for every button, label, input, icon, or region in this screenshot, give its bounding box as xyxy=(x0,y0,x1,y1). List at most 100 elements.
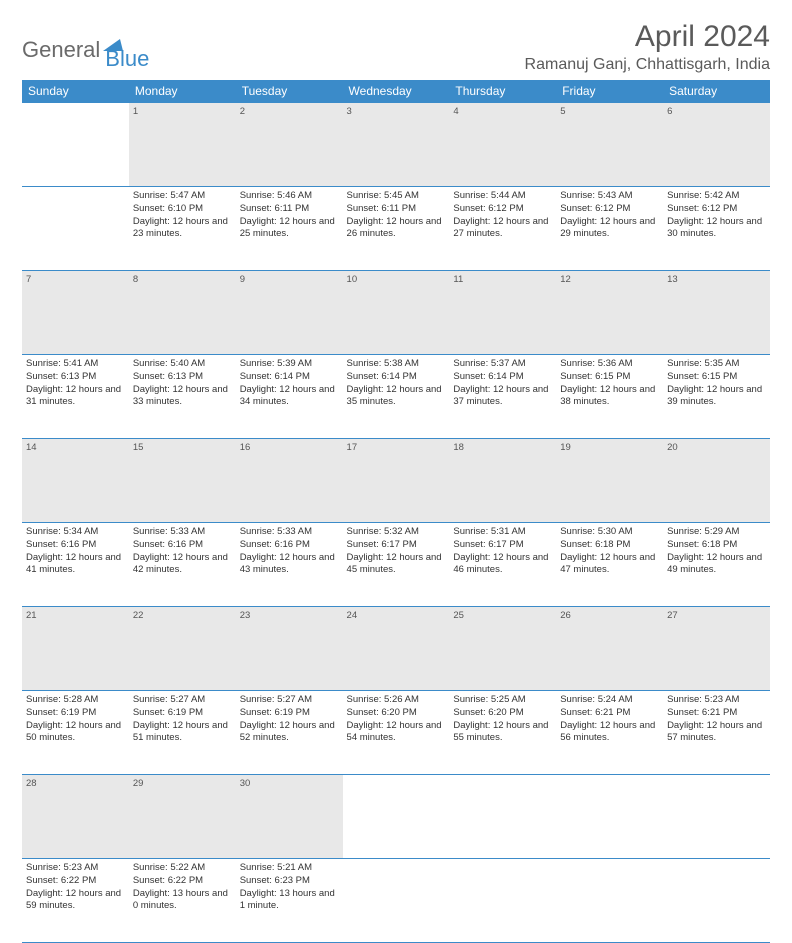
day-cell xyxy=(556,859,663,943)
daylight-text: Daylight: 12 hours and 43 minutes. xyxy=(240,552,339,578)
daylight-text: Daylight: 12 hours and 30 minutes. xyxy=(667,216,766,242)
sunrise-text: Sunrise: 5:28 AM xyxy=(26,694,125,707)
day-number: 25 xyxy=(449,607,556,691)
daylight-text: Daylight: 12 hours and 50 minutes. xyxy=(26,720,125,746)
daylight-text: Daylight: 12 hours and 41 minutes. xyxy=(26,552,125,578)
weekday-header: Monday xyxy=(129,80,236,103)
day-number: 1 xyxy=(129,103,236,187)
day-cell: Sunrise: 5:32 AMSunset: 6:17 PMDaylight:… xyxy=(343,523,450,607)
day-number-row: 21222324252627 xyxy=(22,607,770,691)
day-cell: Sunrise: 5:39 AMSunset: 6:14 PMDaylight:… xyxy=(236,355,343,439)
sunset-text: Sunset: 6:18 PM xyxy=(667,539,766,552)
day-number: 21 xyxy=(22,607,129,691)
day-cell: Sunrise: 5:23 AMSunset: 6:21 PMDaylight:… xyxy=(663,691,770,775)
day-cell: Sunrise: 5:33 AMSunset: 6:16 PMDaylight:… xyxy=(236,523,343,607)
sunrise-text: Sunrise: 5:33 AM xyxy=(240,526,339,539)
logo-text-blue: Blue xyxy=(105,46,149,72)
sunrise-text: Sunrise: 5:37 AM xyxy=(453,358,552,371)
sunrise-text: Sunrise: 5:39 AM xyxy=(240,358,339,371)
day-cell xyxy=(663,859,770,943)
sunset-text: Sunset: 6:13 PM xyxy=(26,371,125,384)
sunset-text: Sunset: 6:22 PM xyxy=(26,875,125,888)
daylight-text: Daylight: 12 hours and 42 minutes. xyxy=(133,552,232,578)
sunrise-text: Sunrise: 5:44 AM xyxy=(453,190,552,203)
day-number-row: 78910111213 xyxy=(22,271,770,355)
day-number xyxy=(343,775,450,859)
sunrise-text: Sunrise: 5:41 AM xyxy=(26,358,125,371)
sunset-text: Sunset: 6:20 PM xyxy=(347,707,446,720)
daylight-text: Daylight: 12 hours and 55 minutes. xyxy=(453,720,552,746)
daylight-text: Daylight: 12 hours and 47 minutes. xyxy=(560,552,659,578)
header: General Blue April 2024 Ramanuj Ganj, Ch… xyxy=(22,20,770,74)
day-cell: Sunrise: 5:28 AMSunset: 6:19 PMDaylight:… xyxy=(22,691,129,775)
sunset-text: Sunset: 6:19 PM xyxy=(26,707,125,720)
sunrise-text: Sunrise: 5:21 AM xyxy=(240,862,339,875)
day-number: 2 xyxy=(236,103,343,187)
sunset-text: Sunset: 6:21 PM xyxy=(667,707,766,720)
day-number: 27 xyxy=(663,607,770,691)
day-number: 23 xyxy=(236,607,343,691)
daylight-text: Daylight: 12 hours and 38 minutes. xyxy=(560,384,659,410)
day-cell: Sunrise: 5:27 AMSunset: 6:19 PMDaylight:… xyxy=(236,691,343,775)
day-number: 24 xyxy=(343,607,450,691)
weekday-header: Thursday xyxy=(449,80,556,103)
sunset-text: Sunset: 6:16 PM xyxy=(133,539,232,552)
day-number: 13 xyxy=(663,271,770,355)
day-cell: Sunrise: 5:42 AMSunset: 6:12 PMDaylight:… xyxy=(663,187,770,271)
sunrise-text: Sunrise: 5:46 AM xyxy=(240,190,339,203)
day-cell: Sunrise: 5:37 AMSunset: 6:14 PMDaylight:… xyxy=(449,355,556,439)
weekday-header: Wednesday xyxy=(343,80,450,103)
location-label: Ramanuj Ganj, Chhattisgarh, India xyxy=(525,56,770,74)
day-cell: Sunrise: 5:47 AMSunset: 6:10 PMDaylight:… xyxy=(129,187,236,271)
day-number: 19 xyxy=(556,439,663,523)
sunset-text: Sunset: 6:20 PM xyxy=(453,707,552,720)
day-content-row: Sunrise: 5:47 AMSunset: 6:10 PMDaylight:… xyxy=(22,187,770,271)
sunset-text: Sunset: 6:22 PM xyxy=(133,875,232,888)
logo: General Blue xyxy=(22,28,149,72)
sunrise-text: Sunrise: 5:29 AM xyxy=(667,526,766,539)
calendar-body: 123456Sunrise: 5:47 AMSunset: 6:10 PMDay… xyxy=(22,103,770,943)
daylight-text: Daylight: 12 hours and 49 minutes. xyxy=(667,552,766,578)
day-cell xyxy=(22,187,129,271)
day-number-row: 123456 xyxy=(22,103,770,187)
weekday-header: Saturday xyxy=(663,80,770,103)
day-content-row: Sunrise: 5:23 AMSunset: 6:22 PMDaylight:… xyxy=(22,859,770,943)
day-cell: Sunrise: 5:27 AMSunset: 6:19 PMDaylight:… xyxy=(129,691,236,775)
daylight-text: Daylight: 12 hours and 37 minutes. xyxy=(453,384,552,410)
daylight-text: Daylight: 12 hours and 25 minutes. xyxy=(240,216,339,242)
day-cell: Sunrise: 5:43 AMSunset: 6:12 PMDaylight:… xyxy=(556,187,663,271)
day-number: 5 xyxy=(556,103,663,187)
daylight-text: Daylight: 12 hours and 23 minutes. xyxy=(133,216,232,242)
day-cell: Sunrise: 5:35 AMSunset: 6:15 PMDaylight:… xyxy=(663,355,770,439)
day-cell: Sunrise: 5:41 AMSunset: 6:13 PMDaylight:… xyxy=(22,355,129,439)
sunrise-text: Sunrise: 5:45 AM xyxy=(347,190,446,203)
day-number: 20 xyxy=(663,439,770,523)
day-number: 4 xyxy=(449,103,556,187)
daylight-text: Daylight: 12 hours and 57 minutes. xyxy=(667,720,766,746)
sunset-text: Sunset: 6:17 PM xyxy=(453,539,552,552)
sunrise-text: Sunrise: 5:30 AM xyxy=(560,526,659,539)
day-number xyxy=(449,775,556,859)
calendar-table: Sunday Monday Tuesday Wednesday Thursday… xyxy=(22,80,770,943)
day-number: 3 xyxy=(343,103,450,187)
sunrise-text: Sunrise: 5:40 AM xyxy=(133,358,232,371)
daylight-text: Daylight: 12 hours and 31 minutes. xyxy=(26,384,125,410)
sunset-text: Sunset: 6:14 PM xyxy=(240,371,339,384)
sunrise-text: Sunrise: 5:25 AM xyxy=(453,694,552,707)
daylight-text: Daylight: 12 hours and 29 minutes. xyxy=(560,216,659,242)
day-number: 30 xyxy=(236,775,343,859)
sunrise-text: Sunrise: 5:26 AM xyxy=(347,694,446,707)
day-cell xyxy=(343,859,450,943)
daylight-text: Daylight: 12 hours and 56 minutes. xyxy=(560,720,659,746)
day-number xyxy=(22,103,129,187)
sunset-text: Sunset: 6:18 PM xyxy=(560,539,659,552)
sunset-text: Sunset: 6:11 PM xyxy=(347,203,446,216)
day-cell: Sunrise: 5:46 AMSunset: 6:11 PMDaylight:… xyxy=(236,187,343,271)
sunrise-text: Sunrise: 5:47 AM xyxy=(133,190,232,203)
day-cell: Sunrise: 5:23 AMSunset: 6:22 PMDaylight:… xyxy=(22,859,129,943)
sunrise-text: Sunrise: 5:24 AM xyxy=(560,694,659,707)
day-cell: Sunrise: 5:30 AMSunset: 6:18 PMDaylight:… xyxy=(556,523,663,607)
sunset-text: Sunset: 6:19 PM xyxy=(133,707,232,720)
sunrise-text: Sunrise: 5:23 AM xyxy=(667,694,766,707)
sunrise-text: Sunrise: 5:22 AM xyxy=(133,862,232,875)
